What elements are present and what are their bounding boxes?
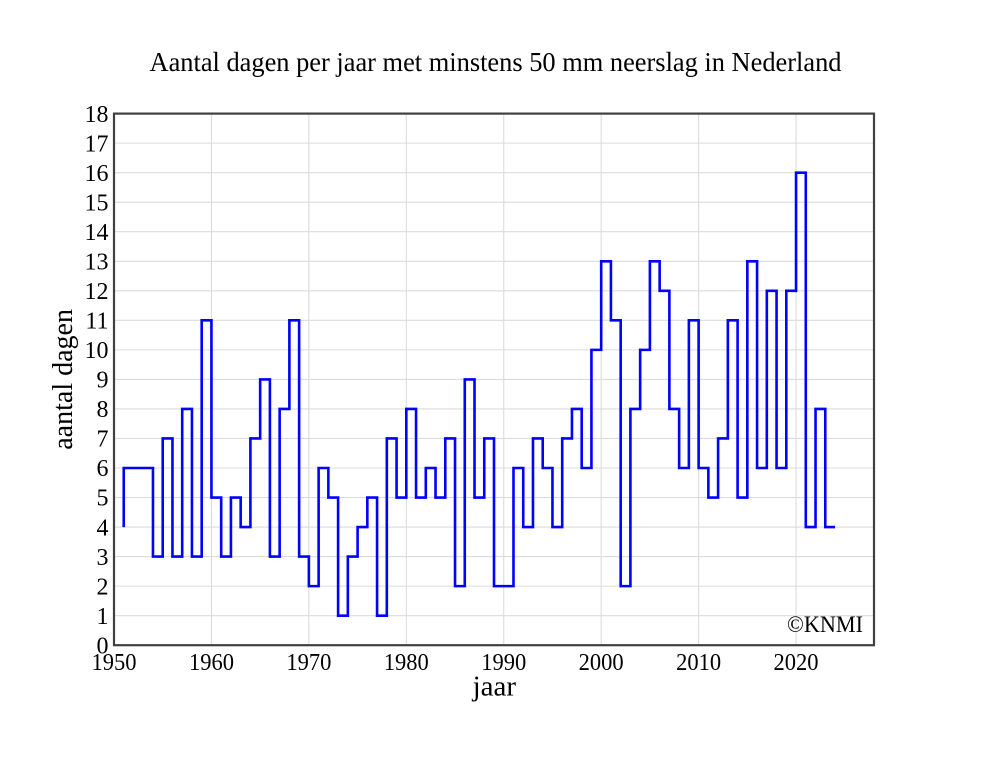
svg-text:1970: 1970 (286, 650, 331, 676)
svg-text:15: 15 (85, 190, 109, 216)
svg-text:6: 6 (97, 456, 109, 482)
svg-text:10: 10 (85, 338, 109, 364)
svg-text:13: 13 (85, 249, 109, 275)
svg-text:2010: 2010 (676, 650, 721, 676)
svg-text:0: 0 (97, 633, 109, 659)
svg-text:17: 17 (85, 131, 109, 157)
svg-text:Aantal dagen per jaar met mins: Aantal dagen per jaar met minstens 50 mm… (150, 46, 842, 77)
svg-text:2000: 2000 (579, 650, 624, 676)
svg-text:1980: 1980 (384, 650, 429, 676)
svg-text:1960: 1960 (189, 650, 234, 676)
svg-text:11: 11 (85, 309, 108, 335)
svg-text:©KNMI: ©KNMI (787, 612, 863, 637)
svg-text:1990: 1990 (481, 650, 526, 676)
svg-text:jaar: jaar (472, 670, 517, 702)
svg-text:3: 3 (97, 545, 109, 571)
svg-text:1: 1 (97, 604, 109, 630)
svg-text:4: 4 (97, 515, 109, 541)
svg-text:12: 12 (85, 279, 109, 305)
svg-text:9: 9 (97, 368, 109, 394)
svg-text:14: 14 (85, 220, 109, 246)
svg-text:8: 8 (97, 397, 109, 423)
svg-text:1950: 1950 (92, 650, 137, 676)
svg-text:16: 16 (85, 161, 109, 187)
svg-text:aantal dagen: aantal dagen (48, 309, 79, 450)
svg-text:7: 7 (97, 427, 109, 453)
svg-text:2: 2 (97, 574, 109, 600)
svg-text:18: 18 (85, 102, 109, 128)
svg-text:2020: 2020 (774, 650, 819, 676)
svg-text:5: 5 (97, 486, 109, 512)
